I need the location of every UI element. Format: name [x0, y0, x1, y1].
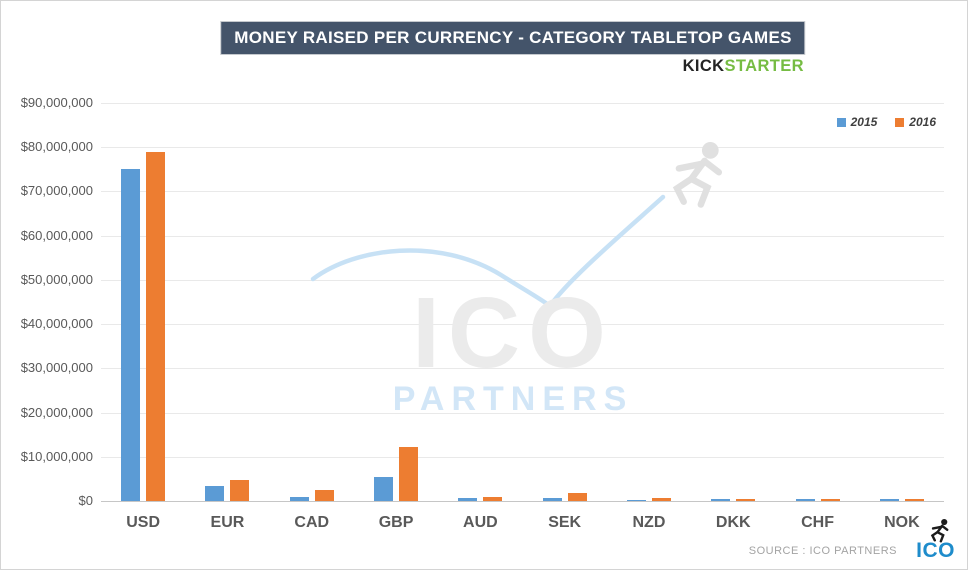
y-tick-label: $10,000,000	[20, 448, 93, 464]
legend-label-2015: 2015	[850, 115, 878, 129]
x-category-label: NOK	[884, 514, 920, 531]
chart-legend: 2015 2016	[836, 115, 936, 129]
gridline	[101, 456, 944, 458]
source-caption: SOURCE : ICO PARTNERS	[748, 545, 897, 557]
y-tick-label: $20,000,000	[20, 404, 93, 420]
bar-nok-2015	[879, 499, 899, 501]
bar-usd-2016	[146, 151, 166, 501]
bar-eur-2016	[230, 480, 250, 501]
y-tick-label: $80,000,000	[20, 139, 93, 155]
x-category-label: DKK	[715, 514, 751, 531]
x-category-label: EUR	[210, 514, 245, 531]
kickstarter-logo-kick: KICK	[682, 57, 725, 75]
gridline	[101, 279, 944, 281]
bar-cad-2015	[289, 496, 309, 501]
kickstarter-logo-starter: STARTER	[724, 57, 804, 75]
bar-sek-2016	[567, 493, 587, 501]
y-tick-label: $50,000,000	[20, 271, 93, 287]
bar-gbp-2016	[399, 447, 419, 501]
legend-item-2015: 2015	[836, 115, 878, 129]
legend-label-2016: 2016	[909, 115, 936, 129]
y-tick-label: $70,000,000	[20, 183, 93, 199]
x-category-label: NZD	[632, 514, 666, 531]
bar-gbp-2015	[374, 477, 394, 501]
x-category-label: CHF	[801, 514, 834, 531]
x-axis-line	[101, 501, 944, 502]
jumping-person-logo-icon	[930, 518, 949, 543]
kickstarter-logo: KICKSTARTER	[683, 57, 804, 76]
y-tick-label: $30,000,000	[20, 360, 93, 376]
y-tick-label: $40,000,000	[20, 316, 93, 332]
bar-nzd-2015	[626, 499, 646, 501]
bar-aud-2015	[458, 497, 478, 501]
bar-sek-2015	[542, 498, 562, 501]
legend-item-2016: 2016	[895, 115, 936, 129]
gridline	[101, 368, 944, 370]
x-category-label: CAD	[294, 514, 330, 531]
ico-partners-logo: ICO	[916, 539, 955, 562]
gridline	[101, 324, 944, 326]
legend-swatch-2015	[836, 117, 846, 127]
y-tick-label: $60,000,000	[20, 227, 93, 243]
watermark-swoosh	[310, 194, 666, 310]
x-category-label: USD	[126, 514, 161, 531]
bar-nzd-2016	[651, 497, 671, 501]
bar-cad-2016	[314, 489, 334, 501]
jumping-person-watermark-icon	[672, 142, 723, 208]
bar-dkk-2015	[711, 499, 731, 501]
bar-nok-2016	[904, 499, 924, 501]
gridline	[101, 103, 944, 104]
y-tick-label: $0	[78, 493, 93, 508]
x-category-label: SEK	[548, 514, 582, 531]
x-category-label: GBP	[378, 514, 414, 531]
bar-usd-2015	[121, 169, 141, 501]
bar-chf-2015	[795, 499, 815, 501]
watermark-ico-text: ICO	[412, 277, 614, 389]
x-category-label: AUD	[463, 514, 498, 531]
bar-chf-2016	[820, 499, 840, 501]
bar-dkk-2016	[736, 499, 756, 501]
chart-title: MONEY RAISED PER CURRENCY - CATEGORY TAB…	[221, 22, 805, 54]
gridline	[101, 147, 944, 149]
bar-eur-2015	[205, 485, 225, 501]
gridline	[101, 412, 944, 414]
y-tick-label: $90,000,000	[20, 95, 93, 110]
gridline	[101, 235, 944, 237]
bar-aud-2016	[483, 497, 503, 501]
legend-swatch-2016	[895, 117, 905, 127]
gridline	[101, 191, 944, 193]
watermark-partners-text: PARTNERS	[392, 380, 634, 418]
